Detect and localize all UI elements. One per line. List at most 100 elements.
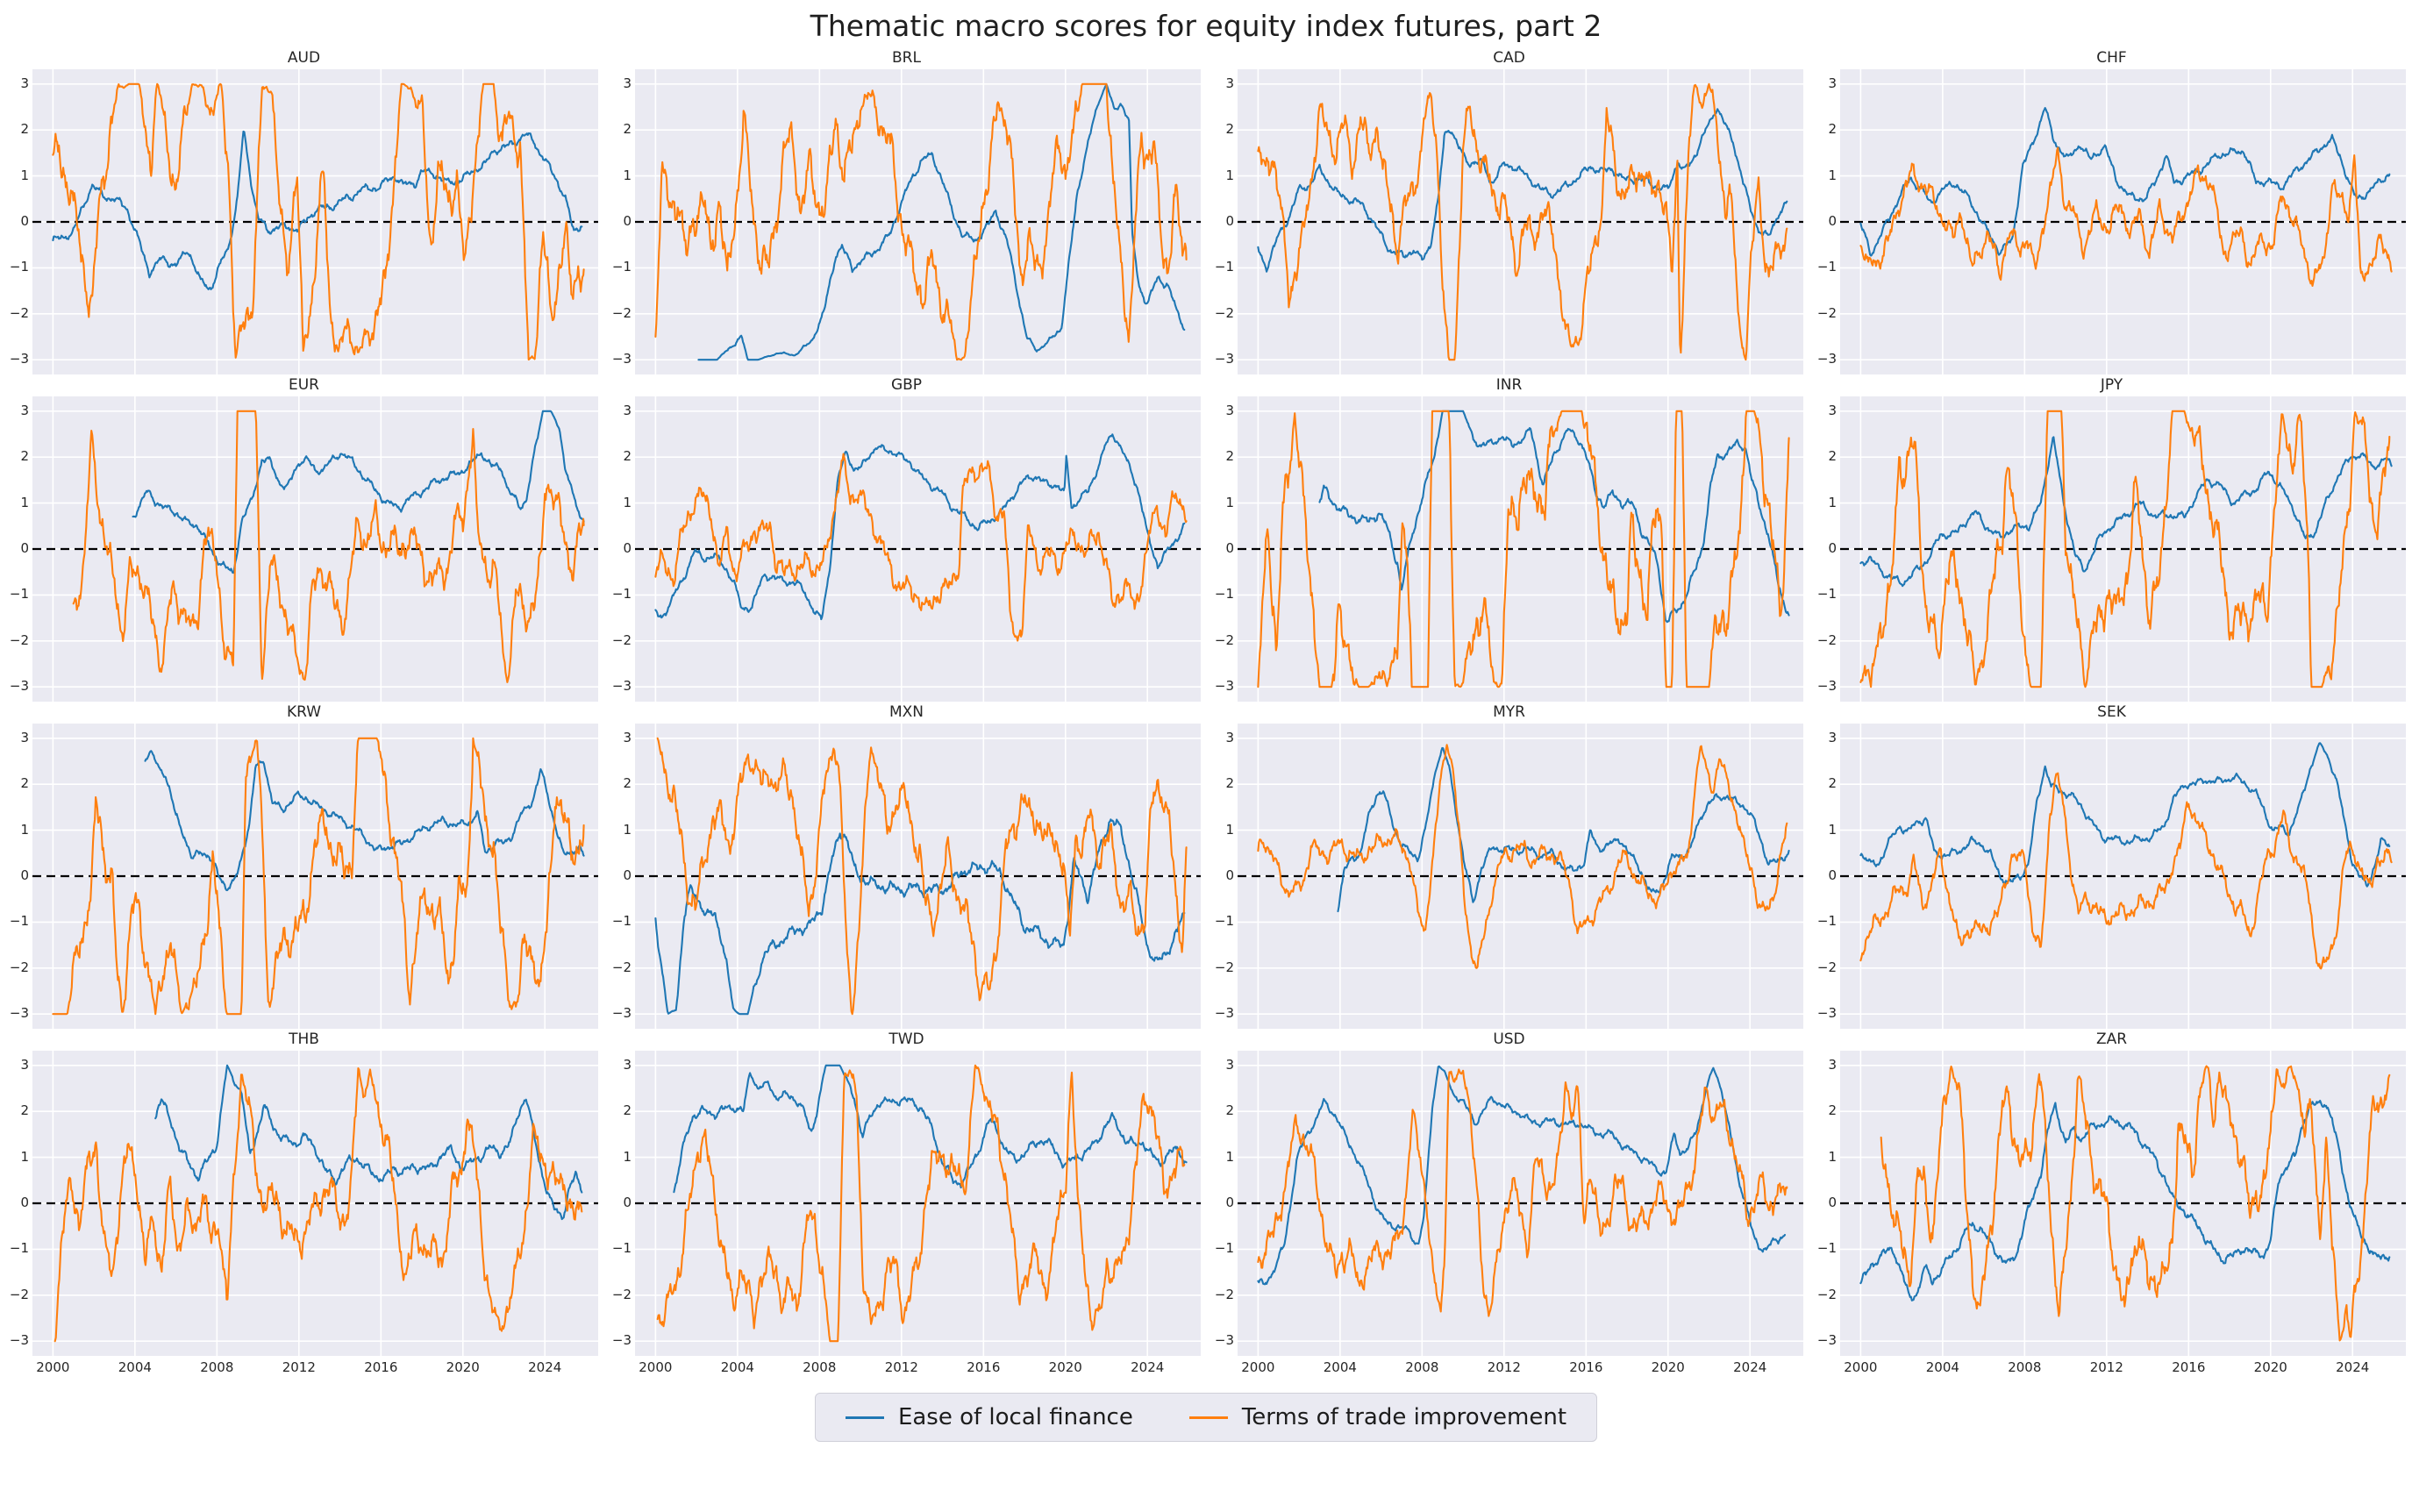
- y-tick-label: −1: [1214, 586, 1234, 603]
- series-line-ease-of-local-finance: [673, 1064, 1188, 1194]
- chart-ZAR: [1840, 1051, 2406, 1356]
- panel-body: 3 2 1 0 −1 −2 −3: [1810, 724, 2412, 1029]
- y-tick-label: 3: [1225, 75, 1234, 91]
- y-tick-label: −1: [611, 586, 632, 603]
- x-axis-ticks: 2000 2004 2008 2012 2016 2020 2024: [1238, 1356, 1803, 1379]
- panel-THB: THB 3 2 1 0 −1 −2 −3 2000 2004 2008 2012 2016 2020 202…: [3, 1029, 605, 1379]
- x-tick-label: 2008: [200, 1359, 234, 1375]
- y-tick-label: 0: [1225, 1195, 1234, 1210]
- y-tick-label: 1: [1225, 494, 1234, 510]
- series-line-terms-of-trade: [1859, 146, 2393, 288]
- y-tick-label: 3: [623, 402, 632, 418]
- y-tick-label: 0: [1225, 213, 1234, 229]
- y-tick-label: 0: [1225, 540, 1234, 556]
- x-tick-label: 2004: [1925, 1359, 1959, 1375]
- y-tick-label: 0: [20, 867, 29, 883]
- y-tick-label: −3: [1816, 1005, 1837, 1022]
- chart-THB: [32, 1051, 598, 1356]
- panel-title-GBP: GBP: [890, 376, 923, 394]
- plot-area: [32, 1051, 598, 1356]
- y-tick-label: 3: [20, 729, 29, 745]
- y-axis-ticks: 3 2 1 0 −1 −2 −3: [3, 396, 32, 702]
- charts-grid: AUD 3 2 1 0 −1 −2 −3 BRL 3 2 1 0 −1 −2 −3 CAD 3 2 1 0 −1 −2 −3 C…: [0, 47, 2412, 1379]
- panel-INR: INR 3 2 1 0 −1 −2 −3: [1208, 374, 1810, 702]
- y-tick-label: 1: [20, 494, 29, 510]
- series-line-ease-of-local-finance: [132, 410, 585, 574]
- panel-body: 3 2 1 0 −1 −2 −3: [605, 724, 1208, 1029]
- x-tick-label: 2000: [639, 1359, 673, 1375]
- chart-EUR: [32, 396, 598, 702]
- y-axis-ticks: 3 2 1 0 −1 −2 −3: [1810, 69, 1840, 374]
- y-tick-label: −1: [1816, 586, 1837, 603]
- panel-title-USD: USD: [1493, 1031, 1525, 1048]
- panel-title-ZAR: ZAR: [2095, 1031, 2128, 1048]
- y-tick-label: −3: [1214, 1332, 1234, 1349]
- y-tick-label: 2: [20, 121, 29, 138]
- y-tick-label: −3: [611, 1332, 632, 1349]
- y-tick-label: 3: [1828, 1056, 1837, 1073]
- plot-area: [1238, 69, 1803, 374]
- panel-ZAR: ZAR 3 2 1 0 −1 −2 −3 2000 2004 2008 2012 2016 2020 202…: [1810, 1029, 2412, 1379]
- x-tick-label: 2008: [1405, 1359, 1439, 1375]
- x-tick-label: 2020: [2253, 1359, 2287, 1375]
- y-tick-label: −1: [611, 259, 632, 275]
- series-line-terms-of-trade: [72, 410, 585, 683]
- x-tick-label: 2012: [884, 1359, 918, 1375]
- panel-MYR: MYR 3 2 1 0 −1 −2 −3: [1208, 702, 1810, 1029]
- y-tick-label: −2: [1214, 1286, 1234, 1302]
- y-axis-ticks: 3 2 1 0 −1 −2 −3: [1810, 1051, 1840, 1356]
- x-tick-label: 2016: [2172, 1359, 2206, 1375]
- x-tick-label: 2024: [1131, 1359, 1165, 1375]
- panel-body: 3 2 1 0 −1 −2 −3: [3, 1051, 605, 1356]
- plot-area: [635, 69, 1201, 374]
- y-tick-label: −3: [9, 351, 29, 367]
- panel-body: 3 2 1 0 −1 −2 −3: [1208, 1051, 1810, 1356]
- y-tick-label: 3: [1828, 729, 1837, 745]
- blue-line-swatch-icon: [845, 1416, 884, 1419]
- y-tick-label: −2: [611, 1286, 632, 1302]
- x-tick-label: 2020: [1048, 1359, 1082, 1375]
- y-tick-label: −1: [1816, 913, 1837, 930]
- x-tick-label: 2012: [282, 1359, 316, 1375]
- panel-body: 3 2 1 0 −1 −2 −3: [1810, 69, 2412, 374]
- x-tick-label: 2016: [967, 1359, 1001, 1375]
- series-line-ease-of-local-finance: [1859, 1099, 2391, 1302]
- x-tick-label: 2020: [1651, 1359, 1685, 1375]
- x-tick-label: 2024: [2336, 1359, 2370, 1375]
- plot-area: [1238, 1051, 1803, 1356]
- y-tick-label: −1: [9, 1240, 29, 1257]
- y-axis-ticks: 3 2 1 0 −1 −2 −3: [1810, 724, 1840, 1029]
- x-tick-label: 2016: [1569, 1359, 1603, 1375]
- y-axis-ticks: 3 2 1 0 −1 −2 −3: [605, 724, 635, 1029]
- x-tick-label: 2004: [720, 1359, 754, 1375]
- series-line-terms-of-trade: [1859, 772, 2393, 970]
- panel-title-KRW: KRW: [286, 703, 322, 721]
- y-tick-label: 0: [20, 213, 29, 229]
- panel-body: 3 2 1 0 −1 −2 −3: [605, 1051, 1208, 1356]
- y-tick-label: −3: [1816, 678, 1837, 695]
- plot-area: [635, 1051, 1201, 1356]
- plot-area: [1840, 724, 2406, 1029]
- panel-title-CAD: CAD: [1493, 49, 1525, 67]
- y-tick-label: 1: [1225, 1148, 1234, 1165]
- y-tick-label: 2: [1225, 448, 1234, 465]
- series-line-ease-of-local-finance: [154, 1064, 583, 1221]
- plot-area: [1840, 396, 2406, 702]
- y-axis-ticks: 3 2 1 0 −1 −2 −3: [3, 1051, 32, 1356]
- y-tick-label: −3: [9, 678, 29, 695]
- y-axis-ticks: 3 2 1 0 −1 −2 −3: [605, 69, 635, 374]
- y-tick-label: −3: [1214, 1005, 1234, 1022]
- y-tick-label: −1: [1214, 913, 1234, 930]
- y-axis-ticks: 3 2 1 0 −1 −2 −3: [605, 1051, 635, 1356]
- y-tick-label: −2: [611, 959, 632, 975]
- chart-CAD: [1238, 69, 1803, 374]
- chart-MYR: [1238, 724, 1803, 1029]
- y-tick-label: 3: [1828, 75, 1837, 91]
- y-tick-label: 3: [1828, 402, 1837, 418]
- series-line-ease-of-local-finance: [1859, 107, 2391, 257]
- y-tick-label: −2: [611, 304, 632, 321]
- panel-body: 3 2 1 0 −1 −2 −3: [1810, 1051, 2412, 1356]
- y-tick-label: −3: [1816, 1332, 1837, 1349]
- y-tick-label: −2: [9, 304, 29, 321]
- y-tick-label: −1: [9, 586, 29, 603]
